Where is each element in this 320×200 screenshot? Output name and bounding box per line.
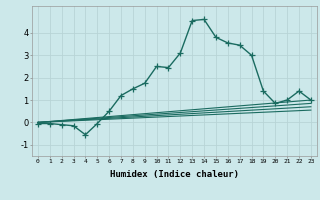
X-axis label: Humidex (Indice chaleur): Humidex (Indice chaleur) [110,170,239,179]
